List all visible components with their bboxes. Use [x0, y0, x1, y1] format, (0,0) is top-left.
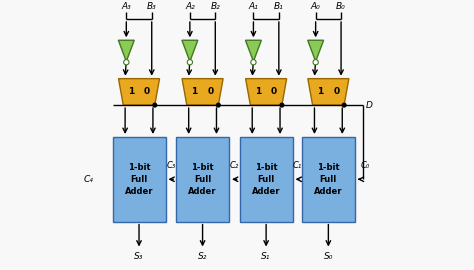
Text: C₂: C₂ [230, 161, 239, 170]
Polygon shape [246, 40, 261, 62]
Circle shape [342, 103, 346, 107]
Text: 1: 1 [255, 87, 261, 96]
Text: B₁: B₁ [274, 2, 284, 11]
Circle shape [251, 60, 256, 65]
Text: S₃: S₃ [134, 252, 144, 261]
Text: D: D [366, 101, 373, 110]
Text: A₁: A₁ [248, 2, 258, 11]
Text: A₂: A₂ [185, 2, 195, 11]
Text: 1: 1 [317, 87, 324, 96]
Polygon shape [118, 79, 160, 105]
Text: 0: 0 [208, 87, 214, 96]
Circle shape [187, 60, 192, 65]
Text: C₁: C₁ [292, 161, 302, 170]
Polygon shape [308, 40, 324, 62]
Text: S₀: S₀ [324, 252, 333, 261]
Text: S₁: S₁ [262, 252, 271, 261]
Text: C₃: C₃ [166, 161, 175, 170]
Polygon shape [182, 79, 223, 105]
Text: 0: 0 [271, 87, 277, 96]
Text: C₀: C₀ [360, 161, 370, 170]
Text: 1: 1 [191, 87, 198, 96]
Text: C₄: C₄ [83, 175, 93, 184]
Text: 1-bit
Full
Adder: 1-bit Full Adder [252, 163, 281, 195]
Text: 1-bit
Full
Adder: 1-bit Full Adder [125, 163, 153, 195]
Polygon shape [308, 79, 349, 105]
Circle shape [153, 103, 156, 107]
Text: 0: 0 [144, 87, 150, 96]
Text: A₀: A₀ [311, 2, 320, 11]
Text: 1: 1 [128, 87, 134, 96]
Polygon shape [182, 40, 198, 62]
FancyBboxPatch shape [302, 137, 355, 222]
Polygon shape [246, 79, 287, 105]
FancyBboxPatch shape [240, 137, 292, 222]
Circle shape [124, 60, 129, 65]
Circle shape [280, 103, 284, 107]
FancyBboxPatch shape [176, 137, 229, 222]
Text: B₂: B₂ [210, 2, 220, 11]
Circle shape [313, 60, 319, 65]
Text: B₀: B₀ [336, 2, 346, 11]
Text: 1-bit
Full
Adder: 1-bit Full Adder [314, 163, 343, 195]
Text: 1-bit
Full
Adder: 1-bit Full Adder [188, 163, 217, 195]
Polygon shape [118, 40, 134, 62]
FancyBboxPatch shape [112, 137, 165, 222]
Text: A₃: A₃ [121, 2, 131, 11]
Text: B₃: B₃ [147, 2, 156, 11]
Text: 0: 0 [333, 87, 339, 96]
Circle shape [217, 103, 220, 107]
Text: S₂: S₂ [198, 252, 207, 261]
